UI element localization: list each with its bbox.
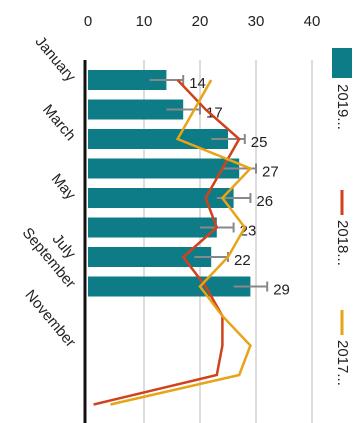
bar <box>87 70 167 90</box>
data-label: 25 <box>251 134 268 151</box>
line <box>93 79 241 406</box>
bar <box>88 247 212 267</box>
data-label: 14 <box>189 75 206 92</box>
y-tick-label: 20 <box>192 13 209 30</box>
data-label: 22 <box>234 252 251 269</box>
bar <box>88 276 251 297</box>
bar <box>87 188 234 208</box>
legend-label: 2017... <box>334 340 351 386</box>
bar <box>88 99 184 120</box>
line <box>110 79 253 406</box>
rotated-plot: 0 10 20 30 40JanuaryMarchMayJulySeptemberNov… <box>19 13 352 423</box>
y-tick-label: 0 <box>84 13 92 30</box>
data-label: 27 <box>262 163 279 180</box>
data-label: 17 <box>206 104 223 121</box>
x-tick-label: May <box>48 170 80 203</box>
x-tick-label: March <box>39 101 79 144</box>
x-tick-label: November <box>21 287 79 351</box>
legend-label: 2019... <box>334 84 351 130</box>
data-label: 29 <box>273 281 290 298</box>
bar <box>88 129 228 149</box>
bar <box>88 158 240 179</box>
y-tick-label: 30 <box>248 13 265 30</box>
y-tick-label: 10 <box>136 13 153 30</box>
legend-label: 2018... <box>334 220 351 266</box>
data-label: 26 <box>256 193 273 210</box>
legend-swatch <box>332 48 352 78</box>
bar <box>88 217 217 238</box>
x-tick-label: January <box>32 33 80 85</box>
y-tick-label: 40 <box>304 13 321 30</box>
